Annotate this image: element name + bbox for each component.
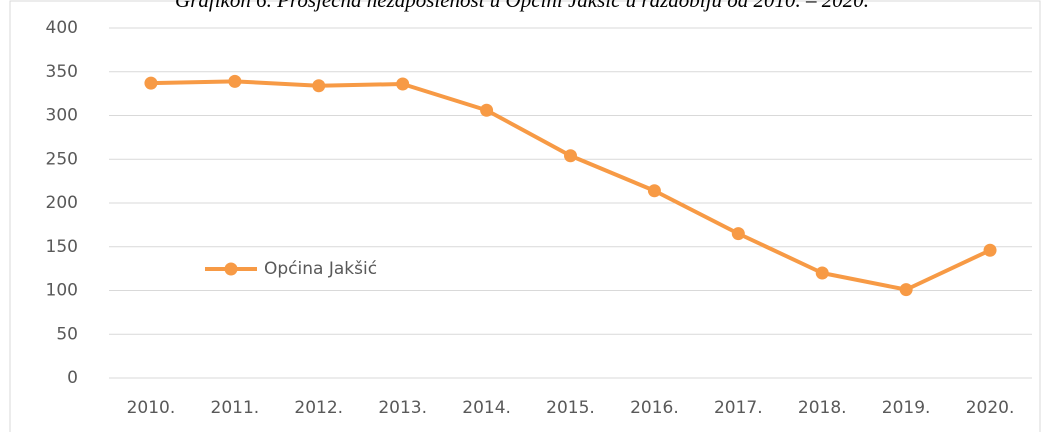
- y-tick-label: 200: [46, 193, 78, 213]
- x-tick-label: 2014.: [462, 398, 511, 418]
- data-point: [983, 243, 997, 257]
- x-tick-label: 2017.: [714, 398, 763, 418]
- chart-title: Grafikon 6. Prosječna nezaposlenost u Op…: [175, 0, 869, 12]
- chart-frame: [9, 0, 1041, 432]
- data-point: [228, 74, 242, 88]
- y-tick-label: 350: [46, 62, 78, 82]
- y-tick-label: 100: [46, 281, 78, 301]
- y-tick-label: 50: [56, 324, 78, 344]
- y-tick-label: 250: [46, 149, 78, 169]
- legend-label: Općina Jakšić: [264, 259, 377, 279]
- x-tick-label: 2019.: [882, 398, 931, 418]
- x-tick-label: 2011.: [211, 398, 260, 418]
- x-tick-label: 2013.: [378, 398, 427, 418]
- data-point: [564, 149, 577, 163]
- data-point: [815, 266, 829, 280]
- data-point: [312, 79, 326, 93]
- data-point: [480, 103, 494, 117]
- y-tick-label: 0: [67, 368, 78, 388]
- y-tick-label: 400: [46, 18, 78, 38]
- x-tick-label: 2016.: [630, 398, 679, 418]
- x-tick-label: 2020.: [966, 398, 1015, 418]
- x-tick-label: 2010.: [127, 398, 176, 418]
- x-tick-label: 2018.: [798, 398, 847, 418]
- data-point: [731, 227, 745, 241]
- data-point: [647, 184, 661, 198]
- data-point: [396, 77, 410, 91]
- x-tick-label: 2012.: [294, 398, 343, 418]
- y-tick-label: 300: [46, 106, 78, 126]
- x-tick-label: 2015.: [546, 398, 595, 418]
- y-tick-label: 150: [46, 237, 78, 257]
- legend-marker: [224, 262, 238, 276]
- data-point: [144, 76, 158, 90]
- data-point: [899, 283, 913, 297]
